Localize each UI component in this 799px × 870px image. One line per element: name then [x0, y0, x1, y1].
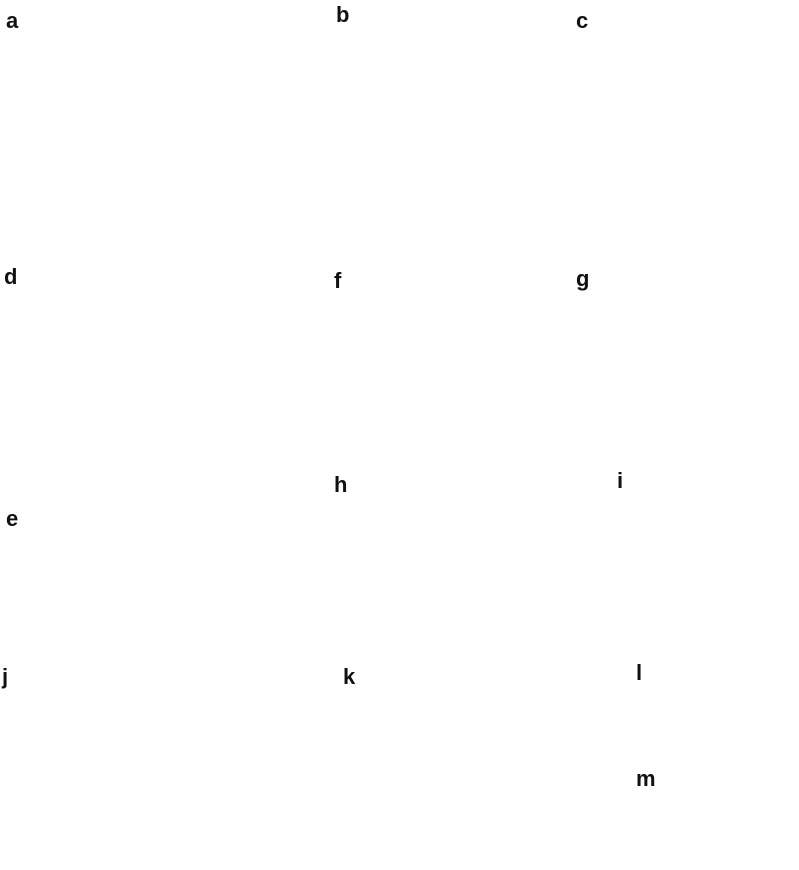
panel-e-label: e: [6, 506, 19, 531]
panel-f-label: f: [334, 268, 342, 293]
panel-h: [330, 470, 612, 668]
literature-comparison-scatter: [0, 668, 341, 870]
velocity-contour-plots: [0, 0, 330, 262]
rotation-coupling-diagram: [330, 0, 567, 265]
panel-c-label: c: [576, 8, 589, 33]
panel-e: [0, 499, 330, 669]
panel-d: [0, 262, 330, 499]
mth-efficiency-bars: [633, 770, 799, 870]
fold-rate-line-chart: [612, 465, 799, 668]
panel-j: [0, 668, 341, 870]
h2-evolution-line-chart: [330, 265, 570, 470]
panel-l: [633, 660, 799, 770]
panel-h-label: h: [334, 472, 348, 497]
h2-evolution-bar-chart: [570, 265, 799, 470]
reactor-comparison-scatter: [341, 662, 633, 870]
panel-l-label: l: [636, 660, 643, 685]
panel-i-label: i: [617, 468, 624, 493]
panel-k-label: k: [343, 664, 356, 689]
eth-efficiency-bars: [633, 660, 799, 770]
panel-i: [612, 465, 799, 668]
panel-k: [341, 662, 633, 870]
panel-b-label: b: [336, 2, 350, 27]
system-schematic: [0, 499, 330, 669]
panel-d-label: d: [4, 264, 18, 289]
scaleup-grouped-bars: [330, 470, 612, 668]
panel-m-label: m: [636, 766, 656, 791]
panel-b: [330, 0, 567, 265]
simulation-plates: [567, 0, 799, 265]
panel-a: [0, 0, 330, 262]
panel-j-label: j: [2, 664, 9, 689]
panel-a-label: a: [6, 8, 19, 33]
panel-f: [330, 265, 570, 470]
scaled-up-system-photo: [0, 262, 330, 499]
panel-c: [567, 0, 799, 265]
panel-g-label: g: [576, 266, 590, 291]
panel-m: [633, 770, 799, 870]
panel-g: [570, 265, 799, 470]
